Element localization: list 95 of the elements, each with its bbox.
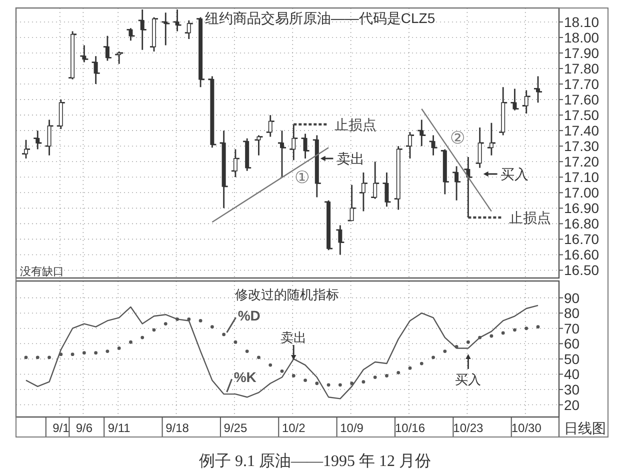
y-tick-label: 17.40 xyxy=(564,122,600,139)
point xyxy=(420,362,424,366)
point xyxy=(408,366,412,370)
point xyxy=(222,332,226,336)
series-label: ② xyxy=(450,128,466,148)
y-tick-label: 18.10 xyxy=(564,14,600,30)
point xyxy=(385,374,388,378)
point xyxy=(396,370,400,374)
x-tick-label: 9/6 xyxy=(76,421,93,435)
y-tick-label: 17.70 xyxy=(564,76,600,92)
point xyxy=(350,382,354,386)
point xyxy=(117,346,121,350)
annotation: 卖出 xyxy=(336,150,364,167)
point xyxy=(82,351,86,355)
point xyxy=(466,340,470,344)
point xyxy=(362,380,366,384)
point xyxy=(48,356,51,360)
point xyxy=(152,328,156,332)
point xyxy=(490,334,494,338)
point xyxy=(70,352,74,356)
annotation: 没有缺口 xyxy=(20,265,64,278)
y-tick-label: 17.30 xyxy=(564,138,600,154)
y-tick-label: 20 xyxy=(564,396,580,413)
point xyxy=(513,328,516,332)
y-tick-label: 16.60 xyxy=(564,246,600,263)
x-tick-label: 10/9 xyxy=(340,421,364,435)
point xyxy=(106,350,110,353)
y-tick-label: 16.50 xyxy=(564,262,600,278)
legend-label: %K xyxy=(234,369,256,386)
legend-label: %D xyxy=(238,307,260,324)
x-axis-title: 日线图 xyxy=(564,420,606,436)
annotation: 买入 xyxy=(455,372,482,387)
point xyxy=(536,325,540,329)
point xyxy=(129,340,132,344)
series-label: 止损点 xyxy=(509,209,552,226)
y-tick-label: 16.90 xyxy=(564,200,600,216)
y-tick-label: 18.00 xyxy=(564,29,600,46)
annotation: 买入 xyxy=(500,166,528,182)
point xyxy=(164,322,168,326)
point xyxy=(268,363,272,367)
point xyxy=(304,378,307,382)
y-tick-label: 30 xyxy=(564,381,580,398)
point xyxy=(187,318,191,321)
point xyxy=(338,383,342,387)
chart-title: 纽约商品交易所原油——代码是CLZ5 xyxy=(204,10,436,26)
point xyxy=(292,374,296,378)
point xyxy=(257,356,260,360)
point xyxy=(59,352,63,356)
x-tick-label: 9/1 xyxy=(52,421,70,435)
series-label: 止损点 xyxy=(334,116,377,132)
point xyxy=(501,331,505,335)
y-tick-label: 90 xyxy=(564,290,580,306)
text: 修改过的随机指标 xyxy=(235,287,339,302)
point xyxy=(454,345,458,348)
y-tick-label: 17.80 xyxy=(564,60,600,77)
y-tick-label: 16.70 xyxy=(564,231,600,248)
point xyxy=(210,325,214,329)
y-tick-label: 17.50 xyxy=(564,107,600,124)
y-tick-label: 17.20 xyxy=(564,154,600,170)
x-tick-label: 10/30 xyxy=(511,421,542,435)
point xyxy=(234,340,238,344)
point xyxy=(36,356,40,360)
x-tick-label: 9/11 xyxy=(108,421,131,435)
annotation: 卖出 xyxy=(280,330,307,345)
y-tick-label: 40 xyxy=(564,366,580,382)
x-tick-label: 9/25 xyxy=(224,421,248,435)
point xyxy=(198,319,202,322)
point xyxy=(176,318,179,321)
y-tick-label: 70 xyxy=(564,320,580,336)
x-tick-label: 10/16 xyxy=(394,421,426,435)
point xyxy=(443,350,447,353)
point xyxy=(245,350,249,353)
y-tick-label: 50 xyxy=(564,350,580,367)
y-tick-label: 17.60 xyxy=(564,92,600,108)
point xyxy=(140,336,144,340)
y-tick-label: 80 xyxy=(564,305,580,322)
point xyxy=(478,336,482,340)
y-tick-label: 17.00 xyxy=(564,184,600,201)
point xyxy=(280,369,284,373)
point xyxy=(326,383,330,387)
x-tick-label: 10/23 xyxy=(453,421,484,435)
point xyxy=(94,351,98,355)
y-tick-label: 60 xyxy=(564,336,580,352)
point xyxy=(432,356,435,360)
text: 例子 9.1 原油——1995 年 12 月份 xyxy=(199,452,431,470)
point xyxy=(315,382,319,386)
point xyxy=(524,326,528,330)
point xyxy=(24,356,28,360)
point xyxy=(373,376,377,379)
x-tick-label: 9/18 xyxy=(166,421,190,435)
y-tick-label: 17.10 xyxy=(564,169,600,186)
y-tick-label: 16.80 xyxy=(564,216,600,232)
x-tick-label: 10/2 xyxy=(282,421,306,435)
series-label: ① xyxy=(294,168,310,187)
y-tick-label: 17.90 xyxy=(564,45,600,61)
